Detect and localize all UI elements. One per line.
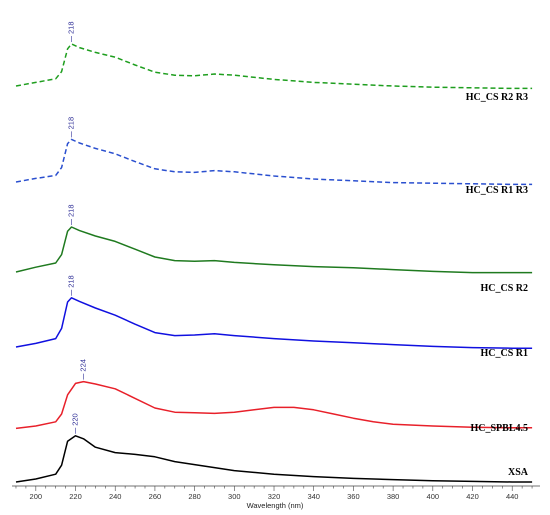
x-tick-label: 360 — [347, 492, 360, 501]
series-label: HC_CS R2 R3 — [466, 92, 528, 103]
series-label: HC_SPBL4.5 — [470, 423, 528, 434]
series-line — [15, 297, 533, 349]
x-tick-label: 240 — [109, 492, 122, 501]
x-axis: 200 220 240 260 280 300 320 340 360 380 400 420 440 — [12, 485, 540, 501]
series-line — [15, 138, 533, 186]
series-curves — [15, 43, 533, 483]
x-tick-label: 300 — [228, 492, 241, 501]
x-tick-label: 280 — [188, 492, 201, 501]
peak-label: 218 — [67, 275, 76, 288]
peak-label: 218 — [67, 204, 76, 217]
x-tick-label: 400 — [427, 492, 440, 501]
series-labels: HC_CS R2 R3 HC_CS R1 R3 HC_CS R2 HC_CS R1 HC… — [466, 92, 529, 478]
x-tick-label: 420 — [466, 492, 479, 501]
x-tick-label: 260 — [149, 492, 162, 501]
x-tick-label: 220 — [69, 492, 82, 501]
series-line — [15, 226, 533, 274]
x-tick-label: 440 — [506, 492, 519, 501]
series-line — [15, 435, 533, 483]
x-tick-label: 340 — [307, 492, 320, 501]
series-line — [15, 380, 533, 430]
peak-label: 224 — [78, 359, 87, 372]
series-line — [15, 43, 533, 90]
x-tick-label: 380 — [387, 492, 400, 501]
series-label: HC_CS R2 — [480, 283, 528, 294]
peak-label: 220 — [71, 413, 80, 426]
x-tick-label: 200 — [30, 492, 43, 501]
series-label: HC_CS R1 R3 — [466, 185, 528, 196]
series-label: HC_CS R1 — [480, 348, 528, 359]
peak-label: 218 — [67, 117, 76, 130]
series-label: XSA — [508, 467, 529, 478]
x-axis-title: Wavelength (nm) — [247, 501, 304, 510]
peak-annotations: 218 218 218 218 224 220 — [67, 21, 87, 434]
peak-label: 218 — [67, 21, 76, 34]
x-tick-label: 320 — [268, 492, 281, 501]
